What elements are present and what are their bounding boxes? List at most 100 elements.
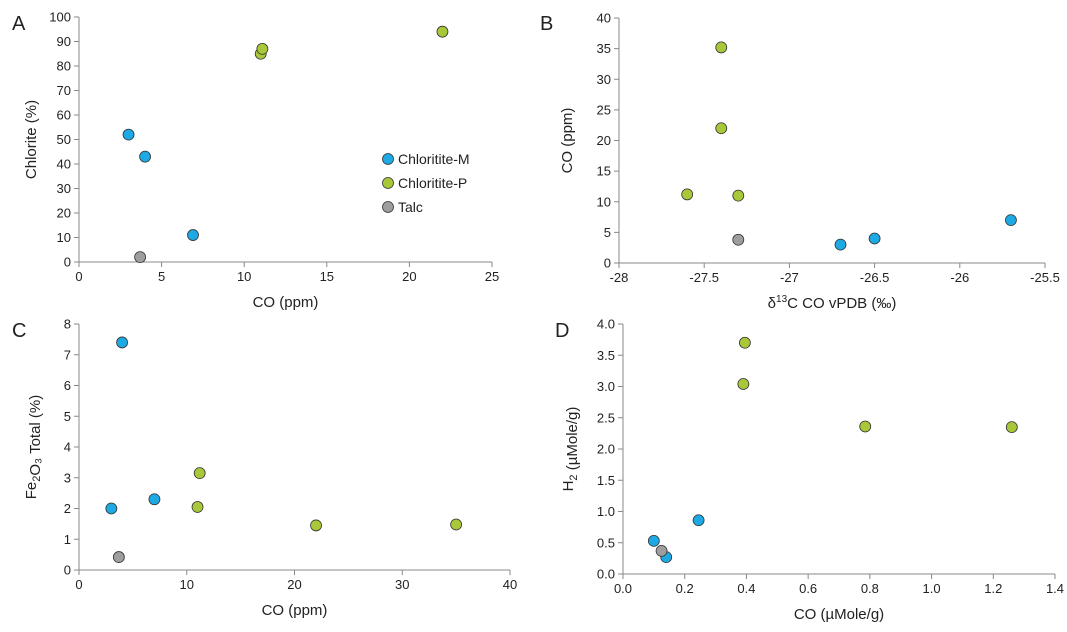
x-tick-label-c: 10 xyxy=(180,577,194,592)
panel-b: B δ13C CO vPDB (‰) CO (ppm) -28 -27.5 -27 -… xyxy=(540,11,1060,313)
panel-letter-d: D xyxy=(555,320,569,342)
x-tick-label-d: 1.0 xyxy=(923,581,941,596)
x-tick-label-a: 5 xyxy=(158,269,165,284)
x-tick-label-d: 1.2 xyxy=(984,581,1002,596)
point-chloritite-p-b xyxy=(681,188,694,201)
x-tick-label-d: 0.2 xyxy=(676,581,694,596)
x-tick-label-a: 10 xyxy=(237,269,251,284)
point-chloritite-m-a xyxy=(139,150,151,163)
point-chloritite-p-d xyxy=(1005,421,1018,434)
y-tick-label-b: 5 xyxy=(604,225,611,240)
y-tick-label-a: 10 xyxy=(57,230,71,245)
y-tick-label-d: 2.0 xyxy=(597,442,615,457)
y-tick-label-c: 3 xyxy=(64,470,71,485)
y-tick-label-c: 1 xyxy=(64,532,71,547)
x-tick-label-b: -26 xyxy=(950,270,969,285)
y-axis-label-b: CO (ppm) xyxy=(559,108,576,174)
x-tick-label-d: 0.8 xyxy=(861,581,879,596)
y-tick-label-b: 35 xyxy=(597,41,611,56)
y-tick-label-b: 25 xyxy=(597,102,611,117)
point-chloritite-p-d xyxy=(737,378,750,390)
legend-label-talc: Talc xyxy=(398,199,423,215)
point-chloritite-p-a xyxy=(256,42,269,55)
legend-marker-talc xyxy=(382,201,394,213)
panel-d: D CO (µMole/g) H2 (µMole/g) 0.0 0.2 0.4 0.6… xyxy=(555,317,1064,624)
y-tick-label-d: 4.0 xyxy=(597,317,615,332)
point-chloritite-p-c xyxy=(191,501,204,513)
point-talc-a xyxy=(134,251,147,264)
x-tick-label-b: -28 xyxy=(610,270,629,285)
point-chloritite-m-d xyxy=(647,534,660,547)
y-tick-label-d: 2.5 xyxy=(597,410,615,425)
point-talc-b xyxy=(732,233,745,246)
point-chloritite-p-d xyxy=(859,420,872,433)
x-axis-label-d: CO (µMole/g) xyxy=(794,606,884,623)
x-tick-label-b: -27.5 xyxy=(689,270,719,285)
panel-a: A CO (ppm) Chlorite (%) 0 5 10 15 20 25 0 10 20 3… xyxy=(12,10,499,312)
y-tick-label-d: 0.0 xyxy=(597,567,615,582)
y-tick-label-c: 4 xyxy=(64,440,71,455)
point-chloritite-p-c xyxy=(450,518,463,531)
x-tick-label-c: 20 xyxy=(287,577,301,592)
y-tick-label-c: 5 xyxy=(64,409,71,424)
point-chloritite-p-a xyxy=(436,25,449,38)
x-tick-label-b: -26.5 xyxy=(860,270,890,285)
x-tick-label-c: 40 xyxy=(503,577,517,592)
x-axis-label-b: δ13C CO vPDB (‰) xyxy=(768,294,897,312)
y-tick-label-c: 2 xyxy=(64,501,71,516)
point-chloritite-m-c xyxy=(116,336,128,349)
legend-marker-chloritite-p xyxy=(382,177,394,189)
y-tick-label-b: 30 xyxy=(597,72,611,87)
y-axis-label-c: Fe2O₃ Total (%) xyxy=(23,395,44,500)
x-axis-label-c: CO (ppm) xyxy=(262,602,328,619)
y-axis-label-d: H2 (µMole/g) xyxy=(560,407,581,492)
y-tick-label-d: 0.5 xyxy=(597,535,615,550)
x-tick-label-a: 20 xyxy=(402,269,416,284)
x-tick-label-c: 0 xyxy=(75,577,82,592)
point-chloritite-p-c xyxy=(193,467,206,480)
x-tick-label-d: 0.6 xyxy=(799,581,817,596)
x-tick-label-d: 1.4 xyxy=(1046,581,1064,596)
x-tick-label-d: 0.0 xyxy=(614,581,632,596)
x-axis-label-a: CO (ppm) xyxy=(253,294,319,311)
legend: Chloritite-M Chloritite-P Talc xyxy=(382,151,470,215)
point-talc-c xyxy=(112,551,125,563)
y-tick-label-b: 10 xyxy=(597,194,611,209)
point-chloritite-p-b xyxy=(715,41,728,54)
x-tick-label-b: -25.5 xyxy=(1030,270,1060,285)
y-tick-label-a: 70 xyxy=(57,83,71,98)
point-chloritite-m-d xyxy=(692,514,705,527)
x-tick-label-d: 0.4 xyxy=(737,581,755,596)
panel-letter-a: A xyxy=(12,13,26,35)
x-tick-label-c: 30 xyxy=(395,577,409,592)
y-tick-label-a: 20 xyxy=(57,206,71,221)
point-chloritite-m-a xyxy=(187,229,199,241)
legend-label-chloritite-p: Chloritite-P xyxy=(398,175,467,191)
y-tick-label-d: 1.0 xyxy=(597,504,615,519)
legend-marker-chloritite-m xyxy=(382,153,394,165)
y-tick-label-a: 80 xyxy=(57,59,71,74)
y-tick-label-d: 3.0 xyxy=(597,379,615,394)
y-tick-label-a: 40 xyxy=(57,157,71,172)
y-tick-label-a: 50 xyxy=(57,132,71,147)
point-chloritite-p-c xyxy=(310,519,322,532)
x-tick-label-a: 25 xyxy=(485,269,499,284)
point-chloritite-m-c xyxy=(105,502,118,515)
panel-letter-c: C xyxy=(12,320,26,342)
y-tick-label-a: 30 xyxy=(57,181,71,196)
point-chloritite-m-c xyxy=(148,493,161,506)
y-tick-label-b: 15 xyxy=(597,164,611,179)
y-tick-label-a: 0 xyxy=(64,255,71,270)
y-tick-label-b: 0 xyxy=(604,256,611,271)
legend-label-chloritite-m: Chloritite-M xyxy=(398,151,470,167)
panel-c: C CO (ppm) Fe2O₃ Total (%) 0 10 20 30 40 0 1 2 3… xyxy=(12,317,517,620)
x-tick-label-a: 0 xyxy=(75,269,82,284)
y-tick-label-c: 0 xyxy=(64,563,71,578)
point-chloritite-p-b xyxy=(715,122,728,135)
point-chloritite-p-b xyxy=(732,189,745,202)
point-chloritite-m-b xyxy=(834,238,847,251)
panel-letter-b: B xyxy=(540,13,553,35)
y-tick-label-c: 7 xyxy=(64,347,71,362)
y-tick-label-d: 3.5 xyxy=(597,348,615,363)
